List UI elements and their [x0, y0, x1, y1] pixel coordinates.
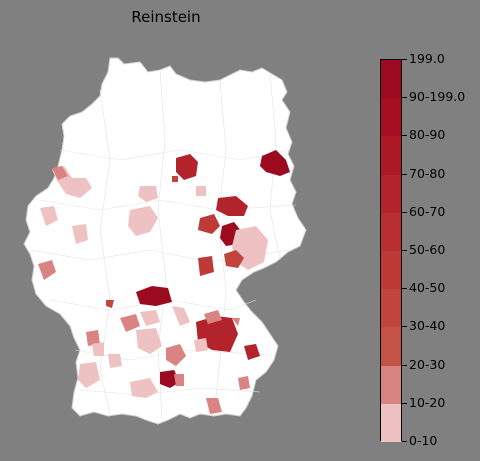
highlighted-regions — [38, 150, 290, 414]
region-light-2 — [128, 206, 158, 236]
region-light-5 — [172, 306, 190, 326]
region-light-sw2 — [78, 362, 100, 388]
region-regensburg — [244, 344, 260, 360]
region-pink-sw — [86, 330, 100, 346]
colorbar-tick-label: 60-70 — [409, 203, 446, 219]
region-light-south — [130, 378, 158, 398]
colorbar-tick — [402, 250, 407, 251]
colorbar-tick-label: 50-60 — [409, 242, 446, 257]
colorbar-tick — [402, 135, 407, 137]
region-light-east — [196, 186, 206, 196]
colorbar-tick — [402, 288, 407, 290]
colorbar-tick — [402, 326, 407, 328]
region-light-4 — [72, 224, 88, 244]
region-berlin — [260, 150, 290, 176]
colorbar-segment — [381, 98, 401, 137]
colorbar-tick-label: 40-50 — [409, 280, 446, 296]
region-halle — [198, 214, 220, 234]
region-light-mid — [140, 310, 160, 326]
region-light-6 — [194, 338, 208, 352]
region-light-3 — [40, 206, 58, 226]
region-pink-west — [52, 166, 68, 180]
colorbar — [380, 59, 402, 443]
colorbar-tick-label: 20-30 — [409, 356, 446, 372]
colorbar-segment — [381, 174, 401, 214]
colorbar-tick — [402, 59, 407, 60]
colorbar-tick-label: 90-199.0 — [409, 89, 466, 105]
colorbar-segment — [381, 289, 401, 328]
region-pink-aug — [166, 344, 186, 366]
region-small-3 — [232, 318, 240, 326]
region-frankfurt — [136, 286, 172, 306]
colorbar-segment — [381, 212, 401, 252]
district-borders — [29, 69, 297, 421]
colorbar-tick — [402, 97, 407, 99]
region-pink-south — [206, 398, 222, 414]
colorbar-tick-label: 10-20 — [409, 394, 446, 410]
colorbar-tick — [402, 211, 407, 213]
map-title: Reinstein — [131, 8, 201, 26]
colorbar-segment — [381, 327, 401, 367]
region-pink-sb — [174, 374, 184, 386]
region-pink-nue — [204, 310, 222, 324]
colorbar-segment — [381, 365, 401, 405]
colorbar-segment — [381, 136, 401, 176]
colorbar-tick — [402, 364, 407, 366]
region-hannover — [176, 154, 198, 180]
colorbar-tick — [402, 441, 407, 442]
region-small-2 — [106, 300, 114, 308]
colorbar-tick-label: 0-10 — [409, 433, 438, 448]
germany-map — [23, 57, 307, 425]
colorbar-tick — [402, 402, 407, 404]
colorbar-segment — [381, 251, 401, 290]
region-light-lower — [136, 328, 162, 354]
region-leipzig — [216, 196, 248, 216]
region-gera — [198, 256, 214, 276]
region-small-1 — [172, 176, 178, 182]
colorbar-tick-label: 30-40 — [409, 318, 446, 334]
region-west-pink — [38, 260, 56, 280]
colorbar-tick-label: 70-80 — [409, 165, 446, 181]
colorbar-tick-label: 199.0 — [409, 51, 445, 66]
region-light-sw — [92, 342, 104, 356]
region-light-sw3 — [108, 354, 122, 368]
region-pink-mid — [120, 314, 140, 332]
region-light-nrw — [138, 186, 158, 202]
colorbar-segment — [381, 403, 401, 443]
region-chemnitz — [224, 250, 244, 268]
colorbar-segment — [381, 60, 401, 99]
colorbar-tick — [402, 173, 407, 175]
region-pink-se — [238, 376, 250, 390]
colorbar-tick-label: 80-90 — [409, 127, 446, 143]
